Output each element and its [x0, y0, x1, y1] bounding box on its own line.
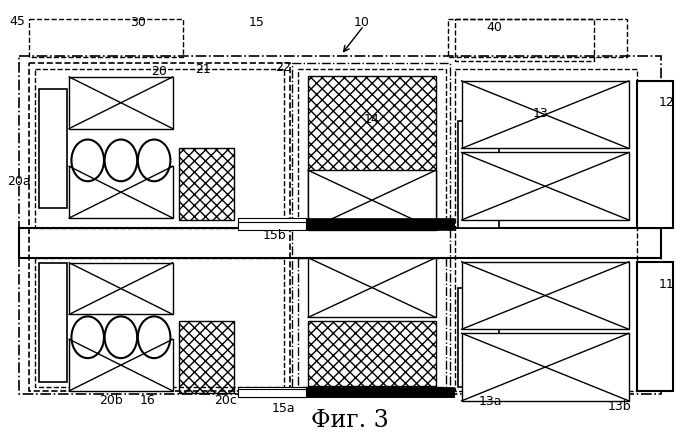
Text: 14: 14 [364, 114, 379, 126]
Text: 45: 45 [10, 15, 26, 28]
Ellipse shape [138, 140, 170, 181]
Bar [306, 222, 454, 230]
Bar [35, 258, 284, 387]
Bar [461, 333, 629, 401]
Bar [39, 263, 67, 382]
Ellipse shape [71, 316, 104, 358]
Text: 40: 40 [486, 21, 502, 34]
Text: 16: 16 [139, 394, 155, 407]
Text: 15: 15 [249, 16, 265, 29]
Text: 30: 30 [130, 16, 146, 29]
Text: 20c: 20c [214, 394, 237, 407]
Bar [69, 166, 173, 218]
Bar [308, 258, 435, 317]
Bar [298, 69, 446, 223]
Bar [29, 63, 290, 391]
Bar [308, 170, 435, 230]
Text: 15a: 15a [272, 403, 295, 415]
Bar [308, 321, 435, 386]
Bar [239, 387, 306, 397]
Bar [458, 288, 499, 387]
Bar [306, 389, 454, 397]
Bar [69, 339, 173, 391]
Bar [461, 152, 629, 220]
Text: 13b: 13b [608, 400, 631, 413]
Bar [20, 56, 661, 394]
Bar [69, 263, 173, 314]
Ellipse shape [71, 140, 104, 181]
Text: 20a: 20a [7, 175, 31, 188]
Bar [292, 63, 449, 391]
Bar [35, 69, 284, 228]
Bar [298, 258, 446, 387]
Bar [458, 121, 499, 228]
Bar [454, 19, 594, 61]
Bar [308, 76, 435, 223]
Text: 15b: 15b [262, 229, 286, 242]
Ellipse shape [138, 316, 170, 358]
Bar [461, 262, 629, 329]
Text: 13: 13 [533, 107, 548, 120]
Bar [20, 228, 661, 258]
Text: 20: 20 [151, 65, 167, 78]
Text: 10: 10 [354, 16, 370, 29]
Text: 21: 21 [195, 63, 211, 76]
Bar [637, 262, 673, 391]
Bar [178, 321, 234, 393]
Text: 12: 12 [658, 96, 674, 109]
Bar [239, 222, 306, 230]
Text: 13a: 13a [479, 395, 503, 408]
Bar [637, 81, 673, 228]
Ellipse shape [104, 140, 137, 181]
Bar [239, 218, 306, 228]
Bar [29, 19, 183, 57]
Bar [39, 89, 67, 208]
Text: 22: 22 [274, 61, 290, 74]
Bar [447, 19, 627, 57]
Bar [239, 389, 306, 397]
Text: 20b: 20b [99, 394, 122, 407]
Text: Фиг. 3: Фиг. 3 [311, 409, 389, 432]
Bar [454, 69, 637, 391]
Text: 11: 11 [658, 278, 674, 291]
Bar [69, 77, 173, 129]
Bar [461, 81, 629, 149]
Bar [178, 149, 234, 220]
Bar [306, 218, 454, 228]
Bar [306, 387, 454, 397]
Ellipse shape [104, 316, 137, 358]
